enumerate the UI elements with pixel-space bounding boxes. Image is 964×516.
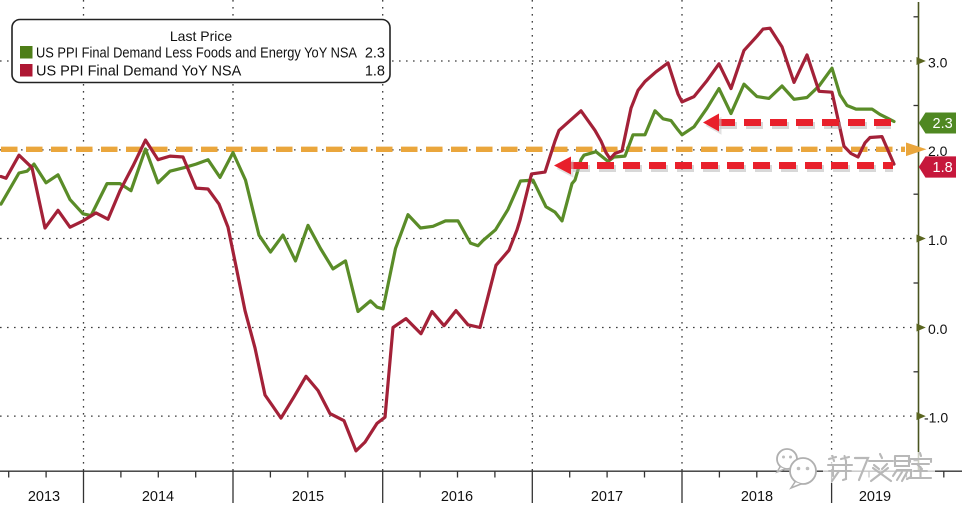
svg-text:1.8: 1.8 xyxy=(365,64,385,80)
svg-text:2013: 2013 xyxy=(28,489,60,505)
svg-text:2.3: 2.3 xyxy=(365,46,385,62)
svg-text:2016: 2016 xyxy=(441,489,473,505)
svg-text:1.0: 1.0 xyxy=(928,232,948,248)
svg-text:0.0: 0.0 xyxy=(928,321,948,337)
svg-text:3.0: 3.0 xyxy=(928,54,948,70)
svg-text:-1.0: -1.0 xyxy=(924,409,948,425)
svg-text:US PPI Final Demand YoY NSA: US PPI Final Demand YoY NSA xyxy=(36,64,242,80)
svg-text:2018: 2018 xyxy=(741,489,773,505)
svg-text:2.3: 2.3 xyxy=(933,116,953,132)
svg-text:2015: 2015 xyxy=(292,489,324,505)
svg-text:1.8: 1.8 xyxy=(933,160,953,176)
svg-text:US PPI Final Demand Less Foods: US PPI Final Demand Less Foods and Energ… xyxy=(36,46,357,62)
svg-text:Last Price: Last Price xyxy=(170,28,232,44)
svg-text:2014: 2014 xyxy=(142,489,174,505)
svg-text:2019: 2019 xyxy=(859,489,891,505)
svg-text:2.0: 2.0 xyxy=(928,143,948,159)
svg-text:2017: 2017 xyxy=(591,489,623,505)
